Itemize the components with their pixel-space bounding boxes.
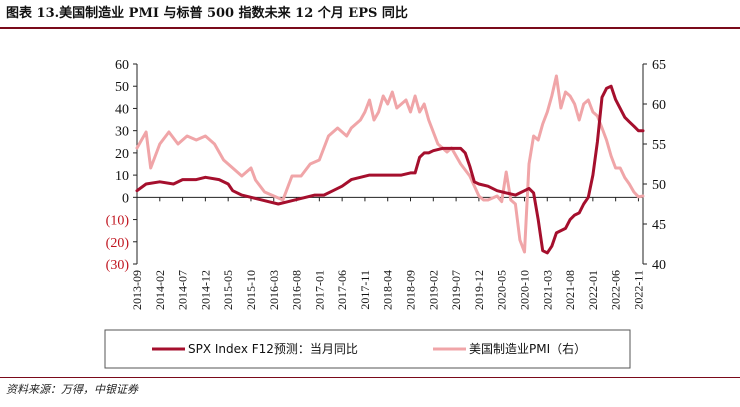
right-tick-label: 45 (652, 218, 666, 233)
left-tick-label: (20) (106, 236, 130, 251)
right-tick-label: 55 (652, 138, 666, 153)
title-rule (0, 27, 740, 29)
chart: 60 50 40 30 20 10 0 (10) (20) (30) 65 60 55 50 45 40 201… (104, 58, 666, 369)
x-tick-label: 2022-01 (586, 270, 600, 310)
legend-label-spx: SPX Index F12预测：当月同比 (188, 342, 358, 356)
x-tick-label: 2020-10 (517, 270, 531, 310)
x-tick-label: 2019-12 (472, 270, 486, 310)
x-tick-label: 2021-03 (540, 270, 554, 310)
x-tick-label: 2021-08 (563, 270, 577, 310)
x-tick-label: 2014-02 (153, 270, 167, 310)
x-tick-label: 2017-11 (358, 270, 372, 310)
left-tick-label: 40 (115, 102, 129, 117)
x-tick-label: 2013-09 (130, 270, 144, 310)
x-tick-label: 2015-05 (221, 270, 235, 310)
legend-label-pmi: 美国制造业PMI（右） (469, 341, 586, 356)
left-tick-label: 30 (115, 125, 129, 140)
chart-axes: 60 50 40 30 20 10 0 (10) (20) (30) 65 60 55 50 45 40 201… (106, 58, 666, 310)
x-tick-label: 2014-07 (176, 270, 190, 310)
x-tick-label: 2014-12 (198, 270, 212, 310)
right-tick-label: 40 (652, 258, 666, 273)
legend-box (104, 329, 631, 369)
x-tick-label: 2022-06 (609, 270, 623, 310)
x-tick-label: 2016-03 (267, 270, 281, 310)
series-line-spx-eps (135, 84, 645, 255)
x-tick-label: 2019-07 (449, 270, 463, 310)
left-tick-label: 10 (115, 169, 129, 184)
right-tick-label: 60 (652, 98, 666, 113)
x-tick-label: 2018-09 (404, 270, 418, 310)
series-line-pmi (135, 74, 645, 254)
x-tick-label: 2017-06 (335, 270, 349, 310)
x-tick-label: 2017-01 (312, 270, 326, 310)
right-tick-label: 50 (652, 178, 666, 193)
left-tick-label: 50 (115, 80, 129, 95)
source-note: 资料来源：万得，中银证券 (6, 383, 138, 396)
left-tick-label: 60 (115, 58, 129, 73)
x-tick-label: 2015-10 (244, 270, 258, 310)
chart-lines (135, 74, 645, 255)
right-tick-label: 65 (652, 58, 666, 73)
left-tick-label: 0 (122, 191, 129, 206)
x-tick-label: 2022-11 (631, 270, 645, 310)
x-tick-label: 2016-08 (290, 270, 304, 310)
left-tick-label: 20 (115, 147, 129, 162)
left-tick-label: (30) (106, 258, 130, 273)
x-tick-label: 2019-02 (426, 270, 440, 310)
left-tick-label: (10) (106, 214, 130, 229)
chart-legend: SPX Index F12预测：当月同比 美国制造业PMI（右） (104, 329, 631, 369)
x-tick-label: 2020-05 (495, 270, 509, 310)
page-title: 图表 13.美国制造业 PMI 与标普 500 指数未来 12 个月 EPS 同… (6, 6, 408, 21)
x-tick-label: 2018-04 (381, 270, 395, 310)
footer-rule (0, 377, 740, 378)
